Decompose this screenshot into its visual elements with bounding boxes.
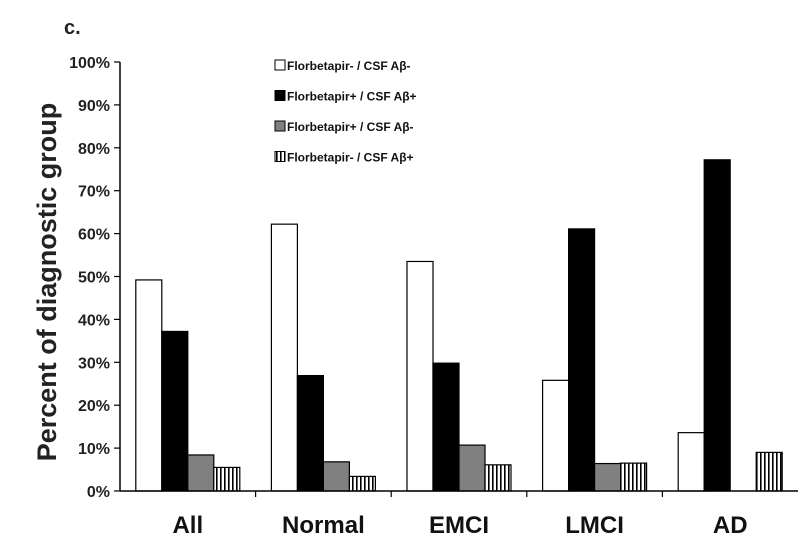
- panel-label: c.: [64, 17, 81, 39]
- legend-label: Florbetapir+ / CSF Aβ+: [287, 90, 417, 104]
- y-tick-label: 30%: [78, 355, 110, 372]
- bar-emci-series-2: [432, 362, 460, 492]
- bar-ad-series-4: [755, 451, 783, 492]
- y-tick-label: 60%: [78, 227, 110, 244]
- x-tick-label: Normal: [282, 512, 365, 539]
- bar-emci-series-4: [484, 464, 512, 492]
- x-tick-labels: All Normal EMCI LMCI AD: [172, 512, 747, 539]
- bar-lmci-series-3: [593, 462, 622, 492]
- bar-all-series-3: [187, 454, 215, 492]
- bars: [135, 159, 783, 492]
- bar-normal-series-3: [322, 461, 350, 492]
- y-tick-label: 70%: [78, 184, 110, 201]
- y-tick-label: 20%: [78, 398, 110, 415]
- legend-swatch: [274, 151, 286, 162]
- x-tick-label: EMCI: [429, 512, 489, 539]
- y-tick-labels: 0% 10% 20% 30% 40% 50% 60% 70% 80% 90% 100%: [69, 55, 110, 501]
- bar-ad-series-2: [703, 159, 731, 492]
- y-tick-label: 90%: [78, 98, 110, 115]
- y-axis-label: Percent of diagnostic group: [32, 103, 62, 462]
- legend-swatch: [274, 90, 286, 101]
- bar-emci-series-1: [406, 260, 434, 492]
- bar-normal-series-2: [296, 374, 324, 492]
- y-tick-label: 50%: [78, 270, 110, 287]
- bar-all-series-1: [135, 279, 163, 492]
- axes: [114, 61, 798, 497]
- bar-all-series-4: [213, 466, 241, 492]
- bar-normal-series-4: [348, 475, 376, 492]
- bar-lmci-series-1: [541, 379, 570, 492]
- bar-emci-series-3: [458, 444, 486, 492]
- y-tick-label: 0%: [87, 484, 110, 501]
- y-tick-label: 40%: [78, 312, 110, 329]
- x-tick-label: LMCI: [565, 512, 624, 539]
- y-tick-label: 10%: [78, 441, 110, 458]
- legend-label: Florbetapir- / CSF Aβ-: [287, 59, 411, 73]
- y-tick-label: 100%: [69, 55, 110, 72]
- bar-all-series-2: [161, 330, 189, 492]
- legend-label: Florbetapir+ / CSF Aβ-: [287, 120, 414, 134]
- x-tick-label: AD: [713, 512, 748, 539]
- x-tick-label: All: [172, 512, 203, 539]
- legend-swatch: [274, 59, 286, 71]
- bar-ad-series-1: [677, 432, 705, 492]
- legend: Florbetapir- / CSF Aβ- Florbetapir+ / CSF…: [274, 59, 417, 165]
- bar-normal-series-1: [270, 223, 298, 492]
- bar-lmci-series-4: [619, 462, 648, 492]
- legend-swatch: [274, 120, 286, 132]
- y-tick-label: 80%: [78, 141, 110, 158]
- bar-lmci-series-2: [567, 228, 596, 492]
- legend-label: Florbetapir- / CSF Aβ+: [287, 151, 414, 165]
